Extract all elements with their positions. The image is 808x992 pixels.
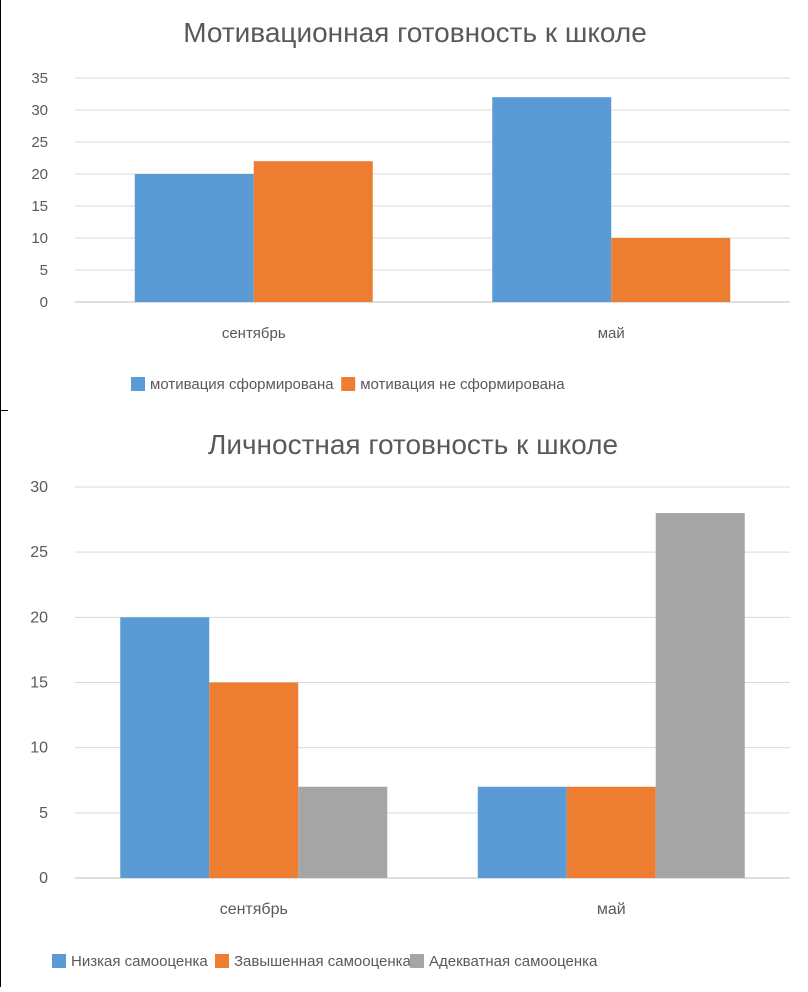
y-tick-label: 0 [39,870,48,887]
legend-label: Низкая самооценка [71,953,208,970]
legend-swatch [215,954,229,968]
personal-readiness-chart: Личностная готовность к школе 0 5 10 15 20 25 3… [0,410,808,987]
motivation-chart-svg: Мотивационная готовность к школе 0 5 10 15 20… [31,17,790,393]
bar [566,786,656,878]
y-tick-label: 30 [30,479,48,496]
chart-title: Мотивационная готовность к школе [183,17,647,48]
motivation-chart: Мотивационная готовность к школе 0 5 10 15 20… [0,0,808,410]
category-label: май [598,325,625,342]
personal-readiness-chart-svg: Личностная готовность к школе 0 5 10 15 20 25 3… [30,429,790,970]
y-tick-label: 0 [40,294,48,311]
y-tick-label: 10 [31,230,48,247]
y-tick-label: 5 [40,262,48,279]
frame-left-line [0,0,1,987]
y-tick-label: 15 [31,198,48,215]
y-tick-label: 20 [31,166,48,183]
legend-label: Адекватная самооценка [429,953,598,970]
y-tick-label: 25 [30,544,48,561]
bar [655,513,745,878]
legend-swatch [131,377,145,391]
bar [253,161,373,302]
legend-label: мотивация не сформирована [360,376,565,393]
legend-swatch [52,954,66,968]
category-label: сентябрь [220,901,288,918]
bar [120,617,210,878]
y-tick-label: 15 [30,675,48,692]
bar [477,786,567,878]
bar [492,97,612,302]
y-tick-label: 10 [30,740,48,757]
legend-swatch [341,377,356,391]
y-tick-label: 25 [31,134,48,151]
category-label: май [597,901,626,918]
legend-label: Завышенная самооценка [234,953,412,970]
y-tick-label: 20 [30,609,48,626]
y-tick-label: 5 [39,805,48,822]
category-label: сентябрь [222,325,286,342]
bar [298,786,388,878]
bar [134,174,254,302]
bar [209,682,299,878]
legend-label: мотивация сформирована [150,376,334,393]
legend-swatch [410,954,424,968]
frame-divider-tick [0,410,8,411]
y-tick-label: 30 [31,102,48,119]
bar [611,238,731,302]
y-tick-label: 35 [31,70,48,87]
chart-title: Личностная готовность к школе [208,429,618,460]
